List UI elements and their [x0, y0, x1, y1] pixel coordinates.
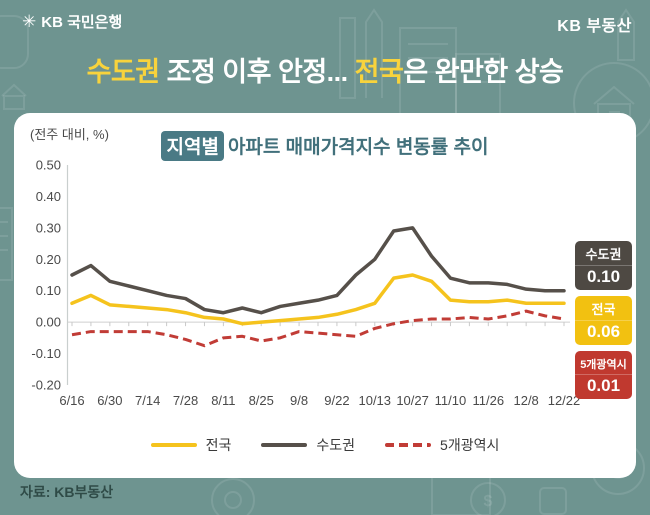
legend-line-sample: [385, 442, 432, 448]
y-tick-label: -0.10: [31, 346, 61, 361]
headline-text-1: 조정 이후 안정...: [159, 57, 355, 87]
y-tick-label: 0.10: [36, 283, 61, 298]
legend-item-jeonguk: 전국: [150, 435, 232, 455]
end-label-name: 수도권: [585, 247, 622, 262]
house-roof-doodle: [1, 83, 27, 97]
headline-text-2: 은 완만한 상승: [403, 57, 564, 87]
y-tick-label: -0.20: [31, 378, 61, 393]
dollar-sign-doodle: $: [484, 493, 493, 510]
end-label-value: 0.01: [575, 374, 632, 396]
kb-bank-logo: ✳ KB 국민은행: [22, 11, 122, 32]
legend-line-sample: [150, 442, 197, 448]
end-label-name: 전국: [591, 302, 616, 317]
x-tick-label: 8/11: [211, 393, 235, 408]
kb-star-icon: ✳: [22, 12, 37, 31]
arch-doodle: [0, 15, 29, 69]
legend-label: 전국: [205, 437, 232, 453]
x-tick-label: 9/22: [324, 393, 349, 408]
legend-item-gwangyeoksi: 5개광역시: [385, 435, 499, 455]
pencil-doodle: [617, 8, 635, 61]
end-label-name: 5개광역시: [580, 359, 627, 371]
kb-realestate-brand: KB 부동산: [557, 18, 632, 35]
legend-line-sample: [261, 442, 308, 448]
tower-doodle: [339, 17, 356, 99]
gear-doodle: [224, 491, 242, 509]
chart-title-text: 아파트 매매가격지수 변동률 추이: [227, 137, 489, 158]
legend-label: 5개광역시: [440, 437, 500, 453]
chart-card: (전주 대비, %) 지역별 아파트 매매가격지수 변동률 추이 0.50 0.40…: [14, 113, 636, 478]
y-tick-label: 0.30: [36, 220, 61, 235]
x-tick-label: 10/27: [396, 393, 429, 408]
building-windows-doodle: [408, 43, 492, 83]
source-note: 자료: KB부동산: [20, 484, 114, 500]
end-label-sudogwon: 수도권 0.10: [575, 241, 632, 290]
x-tick-label: 12/8: [513, 393, 538, 408]
x-tick-label: 11/26: [473, 393, 505, 408]
x-tick-label: 6/16: [59, 393, 84, 408]
x-tick-label: 12/22: [548, 393, 581, 408]
headline-accent-1: 수도권: [86, 57, 161, 87]
headline-accent-2: 전국: [354, 57, 404, 87]
building-doodle: [0, 207, 13, 281]
end-label-jeonguk: 전국 0.06: [575, 296, 632, 345]
building-windows-doodle: [0, 221, 8, 251]
end-label-value: 0.06: [575, 320, 632, 342]
gear-doodle: [211, 478, 255, 515]
trend-line-chart: 0.50 0.40 0.30 0.20 0.10 0.00 -0.10 -0.206/16 6/…: [31, 158, 581, 409]
x-tick-label: 7/28: [173, 393, 198, 408]
chart-title-badge: 지역별: [161, 131, 224, 161]
y-tick-label: 0.20: [36, 252, 61, 267]
x-tick-label: 8/25: [249, 393, 274, 408]
house-roof-doodle: [593, 85, 635, 105]
chart-legend: 전국 수도권 5개광역시: [14, 435, 636, 455]
x-tick-label: 9/8: [290, 393, 308, 408]
legend-label: 수도권: [316, 437, 356, 453]
house-body-doodle: [3, 95, 25, 110]
block-doodle: [539, 487, 567, 515]
y-tick-label: 0.00: [36, 315, 61, 330]
y-tick-label: 0.40: [36, 189, 61, 204]
pencil-doodle: [365, 8, 383, 98]
kb-bank-name: KB 국민은행: [41, 14, 123, 31]
series-line-0: [70, 273, 566, 326]
x-tick-label: 11/10: [435, 393, 467, 408]
y-tick-label: 0.50: [36, 158, 61, 173]
x-tick-label: 6/30: [97, 393, 122, 408]
legend-item-sudogwon: 수도권: [261, 435, 355, 455]
chart-title: 지역별 아파트 매매가격지수 변동률 추이: [14, 131, 636, 161]
y-axis-unit-label: (전주 대비, %): [30, 127, 109, 142]
end-label-value: 0.10: [575, 265, 632, 287]
series-end-labels: 수도권 0.10 전국 0.06 5개광역시 0.01: [575, 241, 632, 399]
coin-doodle: [470, 482, 506, 515]
headline: 수도권 조정 이후 안정... 전국은 완만한 상승: [0, 50, 650, 89]
x-tick-label: 7/14: [135, 393, 160, 408]
series-line-1: [70, 226, 566, 315]
end-label-gwangyeoksi: 5개광역시 0.01: [575, 351, 632, 399]
x-tick-label: 10/13: [358, 393, 391, 408]
